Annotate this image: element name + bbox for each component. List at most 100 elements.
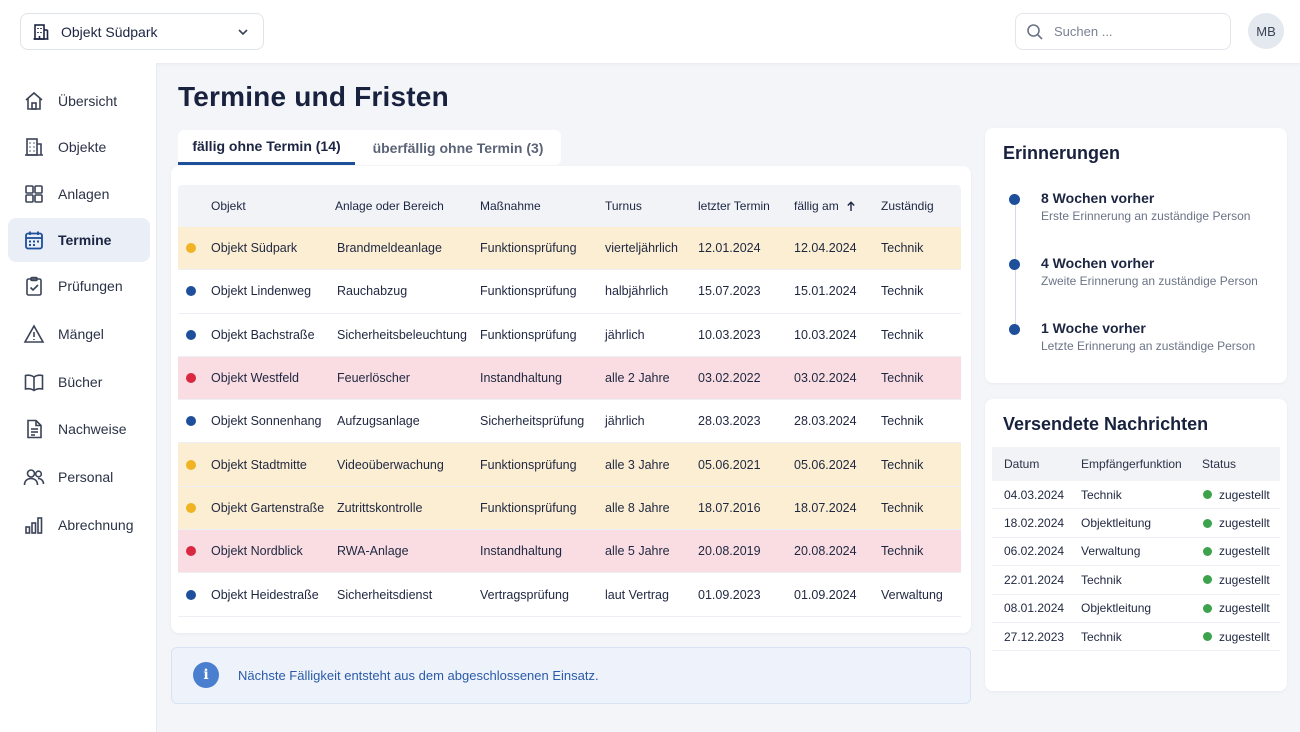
info-icon: i (193, 662, 219, 688)
cell-datum: 18.02.2024 (1004, 516, 1065, 531)
object-selector[interactable]: Objekt Südpark (20, 13, 264, 50)
cell-zustaendig: Technik (881, 241, 924, 256)
tab-bar: fällig ohne Termin (14) überfällig ohne … (178, 130, 561, 165)
column-header-zustaendig[interactable]: Zuständig (881, 199, 934, 213)
grid-icon (22, 182, 46, 206)
avatar[interactable]: MB (1248, 13, 1284, 49)
sidebar-item-personal[interactable]: Personal (8, 455, 150, 499)
cell-datum: 27.12.2023 (1004, 629, 1065, 644)
cell-anlage: Rauchabzug (337, 284, 408, 299)
search-box[interactable] (1015, 13, 1231, 50)
timeline-dot (1009, 259, 1020, 270)
cell-datum: 04.03.2024 (1004, 487, 1065, 502)
column-header-objekt[interactable]: Objekt (211, 199, 246, 213)
cell-objekt: Objekt Nordblick (211, 544, 303, 559)
cell-objekt: Objekt Stadtmitte (211, 457, 307, 472)
cell-letzter-termin: 03.02.2022 (698, 371, 761, 386)
sidebar-item-buecher[interactable]: Bücher (8, 360, 150, 404)
status-label: zugestellt (1219, 572, 1270, 587)
message-row: 22.01.2024 Technik zugestellt (992, 566, 1280, 595)
cell-massnahme: Funktionsprüfung (480, 284, 577, 299)
reminders-title: Erinnerungen (1003, 143, 1121, 163)
calendar-icon (22, 228, 46, 252)
status-label: zugestellt (1219, 544, 1270, 559)
cell-faellig-am: 03.02.2024 (794, 371, 857, 386)
table-row[interactable]: Objekt Sonnenhang Aufzugsanlage Sicherheit… (178, 400, 961, 444)
sidebar-item-anlagen[interactable]: Anlagen (8, 172, 150, 216)
status-label: zugestellt (1219, 629, 1270, 644)
cell-zustaendig: Technik (881, 327, 924, 342)
chevron-down-icon (237, 25, 251, 39)
sidebar-item-label: Abrechnung (58, 517, 134, 533)
tab-faellig-ohne-termin[interactable]: fällig ohne Termin (14) (178, 130, 355, 165)
column-header-status: Status (1202, 457, 1237, 471)
table-row[interactable]: Objekt Gartenstraße Zutrittskontrolle Funk… (178, 486, 961, 531)
cell-empfaengerfunktion: Objektleitung (1081, 601, 1152, 616)
object-selector-label: Objekt Südpark (61, 23, 158, 40)
sidebar-item-termine[interactable]: Termine (8, 218, 150, 262)
reminder-item: 1 Woche vorher Letzte Erinnerung an zust… (985, 320, 1287, 360)
search-input[interactable] (1054, 24, 1204, 39)
cell-anlage: Sicherheitsdienst (337, 587, 433, 602)
column-header-letzter-termin[interactable]: letzter Termin (698, 199, 770, 213)
cell-massnahme: Instandhaltung (480, 371, 563, 386)
table-row[interactable]: Objekt Heidestraße Sicherheitsdienst Vertr… (178, 573, 961, 617)
cell-empfaengerfunktion: Technik (1081, 572, 1122, 587)
deadlines-table-card: Objekt Anlage oder Bereich Maßnahme Turn… (171, 166, 971, 633)
page-title: Termine und Fristen (178, 81, 449, 112)
cell-objekt: Objekt Heidestraße (211, 587, 319, 602)
cell-objekt: Objekt Südpark (211, 241, 298, 256)
cell-faellig-am: 15.01.2024 (794, 284, 857, 299)
timeline-dot (1009, 324, 1020, 335)
cell-datum: 22.01.2024 (1004, 572, 1065, 587)
cell-empfaengerfunktion: Technik (1081, 487, 1122, 502)
table-row[interactable]: Objekt Lindenweg Rauchabzug Funktionsprüfu… (178, 270, 961, 314)
cell-letzter-termin: 20.08.2019 (698, 544, 761, 559)
sidebar-item-uebersicht[interactable]: Übersicht (8, 79, 150, 123)
sent-messages-title: Versendete Nachrichten (1003, 414, 1209, 434)
sidebar-item-objekte[interactable]: Objekte (8, 125, 150, 169)
status-badge: zugestellt (1203, 623, 1270, 650)
reminder-title: 4 Wochen vorher (1041, 255, 1155, 271)
column-header-turnus[interactable]: Turnus (605, 199, 642, 213)
table-row[interactable]: Objekt Westfeld Feuerlöscher Instandhaltun… (178, 356, 961, 401)
status-dot (186, 329, 196, 340)
timeline-dot (1009, 194, 1020, 205)
sidebar: Übersicht Objekte Anlagen Termine Prüfun… (0, 63, 157, 732)
cell-letzter-termin: 12.01.2024 (698, 241, 761, 256)
cell-zustaendig: Verwaltung (881, 587, 943, 602)
users-icon (22, 465, 46, 489)
sidebar-item-maengel[interactable]: Mängel (8, 312, 150, 356)
reminder-subtitle: Letzte Erinnerung an zuständige Person (1041, 339, 1256, 353)
cell-zustaendig: Technik (881, 414, 924, 429)
cell-faellig-am: 10.03.2024 (794, 327, 857, 342)
sent-messages-card: Versendete Nachrichten Datum Empfängerfu… (985, 399, 1287, 691)
status-badge: zugestellt (1203, 595, 1270, 622)
sidebar-item-label: Übersicht (58, 93, 118, 109)
column-header-faellig-am[interactable]: fällig am (794, 185, 856, 227)
tab-ueberfaellig-ohne-termin[interactable]: überfällig ohne Termin (3) (372, 139, 544, 156)
sidebar-item-abrechnung[interactable]: Abrechnung (8, 503, 150, 547)
book-icon (22, 370, 46, 394)
cell-letzter-termin: 01.09.2023 (698, 587, 761, 602)
clipboard-check-icon (22, 274, 46, 298)
column-header-massnahme[interactable]: Maßnahme (480, 199, 541, 213)
table-row[interactable]: Objekt Südpark Brandmeldeanlage Funktionsp… (178, 227, 961, 271)
cell-turnus: alle 3 Jahre (605, 457, 670, 472)
cell-objekt: Objekt Westfeld (211, 371, 300, 386)
table-row[interactable]: Objekt Bachstraße Sicherheitsbeleuchtung F… (178, 313, 961, 357)
table-header: Objekt Anlage oder Bereich Maßnahme Turn… (178, 185, 961, 227)
column-header-anlage[interactable]: Anlage oder Bereich (335, 199, 444, 213)
sidebar-item-nachweise[interactable]: Nachweise (8, 407, 150, 451)
message-row: 04.03.2024 Technik zugestellt (992, 481, 1280, 510)
cell-massnahme: Funktionsprüfung (480, 457, 577, 472)
sidebar-item-pruefungen[interactable]: Prüfungen (8, 264, 150, 308)
info-banner: i Nächste Fälligkeit entsteht aus dem ab… (171, 647, 971, 704)
messages-table-header: Datum Empfängerfunktion Status (992, 447, 1280, 481)
cell-faellig-am: 01.09.2024 (794, 587, 857, 602)
cell-anlage: Feuerlöscher (337, 371, 410, 386)
table-row[interactable]: Objekt Nordblick RWA-Anlage Instandhaltung… (178, 530, 961, 574)
table-row[interactable]: Objekt Stadtmitte Videoüberwachung Funktio… (178, 443, 961, 487)
cell-turnus: alle 5 Jahre (605, 544, 670, 559)
search-icon (1026, 23, 1044, 41)
